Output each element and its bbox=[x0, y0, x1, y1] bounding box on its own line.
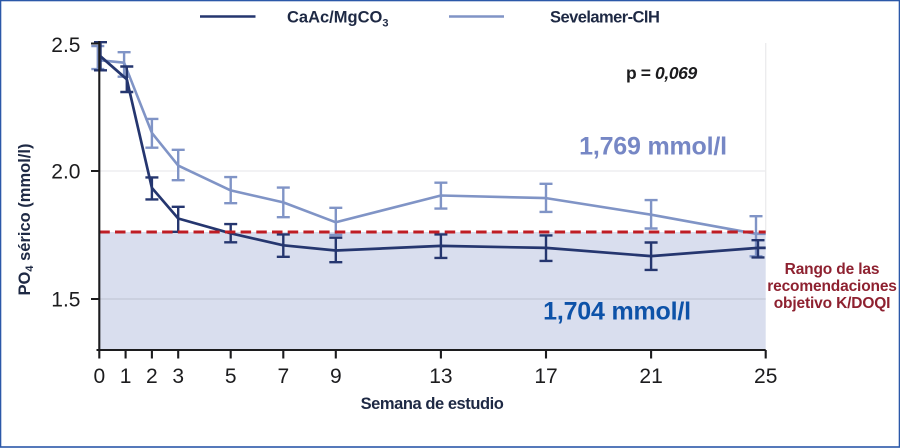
svg-text:1,704 mmol/l: 1,704 mmol/l bbox=[543, 298, 691, 326]
svg-text:Sevelamer-ClH: Sevelamer-ClH bbox=[550, 9, 659, 27]
svg-text:CaAc/MgCO3: CaAc/MgCO3 bbox=[287, 9, 388, 30]
svg-text:1.5: 1.5 bbox=[51, 289, 80, 312]
svg-text:17: 17 bbox=[534, 365, 557, 388]
svg-text:21: 21 bbox=[639, 365, 662, 388]
svg-text:p = 0,069: p = 0,069 bbox=[626, 63, 698, 83]
svg-text:0: 0 bbox=[93, 365, 105, 388]
svg-text:Semana de estudio: Semana de estudio bbox=[361, 395, 504, 413]
svg-text:1: 1 bbox=[120, 365, 132, 388]
svg-text:recomendaciones: recomendaciones bbox=[767, 278, 897, 295]
svg-text:objetivo K/DOQI: objetivo K/DOQI bbox=[774, 295, 891, 312]
svg-text:2.5: 2.5 bbox=[51, 34, 80, 57]
svg-text:2.0: 2.0 bbox=[51, 161, 80, 184]
svg-text:9: 9 bbox=[330, 365, 342, 388]
svg-text:25: 25 bbox=[754, 365, 777, 388]
svg-text:3: 3 bbox=[172, 365, 184, 388]
svg-text:5: 5 bbox=[225, 365, 237, 388]
svg-text:2: 2 bbox=[146, 365, 158, 388]
svg-text:Rango de las: Rango de las bbox=[785, 261, 880, 278]
svg-text:7: 7 bbox=[277, 365, 289, 388]
svg-text:PO4 sérico (mmol/l): PO4 sérico (mmol/l) bbox=[16, 144, 36, 296]
svg-text:1,769 mmol/l: 1,769 mmol/l bbox=[579, 133, 727, 161]
svg-text:13: 13 bbox=[429, 365, 452, 388]
